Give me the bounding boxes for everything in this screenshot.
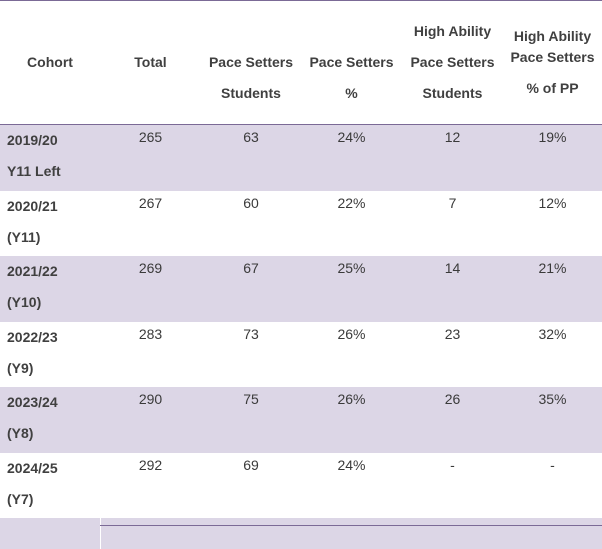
header-pace-setters-pct-line1: Pace Setters bbox=[309, 54, 394, 70]
header-high-ability-pp-line3: % of PP bbox=[526, 80, 579, 96]
cohort-year: 2024/25 bbox=[7, 459, 58, 476]
empty-cell bbox=[402, 518, 503, 549]
empty-cell bbox=[503, 518, 602, 549]
table-row: 2024/25 (Y7) 292 69 24% - - bbox=[0, 453, 602, 519]
pace-setters-pct-cell: 26% bbox=[337, 325, 366, 342]
header-high-ability-pp: High Ability Pace Setters % of PP bbox=[503, 1, 602, 125]
cohort-year: 2023/24 bbox=[7, 394, 58, 410]
cohort-cell: 2024/25 (Y7) bbox=[0, 453, 100, 519]
total-cell: 283 bbox=[138, 325, 163, 342]
pace-setters-pct-cell: 26% bbox=[301, 387, 402, 453]
pace-setters-students-cell: 69 bbox=[243, 456, 259, 473]
empty-cell bbox=[201, 518, 301, 549]
high-ability-students-cell: 7 bbox=[448, 194, 457, 211]
top-rule bbox=[0, 0, 602, 1]
cohort-group: Y11 Left bbox=[7, 163, 61, 179]
empty-cell bbox=[301, 518, 402, 549]
header-row: Cohort Total Pace Setters Students Pace … bbox=[0, 1, 602, 125]
cohort-cell: 2021/22 (Y10) bbox=[0, 256, 100, 322]
table-row: 2020/21 (Y11) 267 60 22% 7 12% bbox=[0, 191, 602, 257]
header-total-label: Total bbox=[134, 54, 167, 70]
pace-setters-students-cell: 60 bbox=[243, 194, 259, 211]
header-pace-setters-students-line1: Pace Setters bbox=[208, 54, 294, 70]
table-row: 2019/20 Y11 Left 265 63 24% 12 19% bbox=[0, 124, 602, 191]
cohort-year: 2021/22 bbox=[7, 263, 58, 279]
pace-setters-pct-cell: 24% bbox=[337, 456, 366, 473]
table-row: 2023/24 (Y8) 290 75 26% 26 35% bbox=[0, 387, 602, 453]
table-row: 2022/23 (Y9) 283 73 26% 23 32% bbox=[0, 322, 602, 388]
header-high-ability-students-line3: Students bbox=[422, 85, 483, 101]
pace-setters-pct-cell: 22% bbox=[337, 194, 366, 211]
pace-setters-students-cell: 75 bbox=[201, 387, 301, 453]
pace-setters-students-cell: 63 bbox=[201, 124, 301, 191]
cohort-year: 2019/20 bbox=[7, 132, 58, 148]
bottom-rule bbox=[100, 525, 602, 526]
header-cohort: Cohort bbox=[0, 1, 100, 125]
empty-cell bbox=[100, 518, 201, 549]
high-ability-pp-cell: 32% bbox=[538, 325, 567, 342]
total-cell: 292 bbox=[138, 456, 163, 473]
pace-setters-students-cell: 67 bbox=[201, 256, 301, 322]
header-total: Total bbox=[100, 1, 201, 125]
high-ability-students-cell: 23 bbox=[444, 325, 461, 342]
pace-setters-students-cell: 73 bbox=[243, 325, 259, 342]
cohort-group: (Y7) bbox=[7, 490, 34, 507]
high-ability-pp-cell: 12% bbox=[538, 194, 567, 211]
header-pace-setters-pct: Pace Setters % bbox=[301, 1, 402, 125]
pace-setters-pct-cell: 24% bbox=[301, 124, 402, 191]
high-ability-students-cell: 12 bbox=[402, 124, 503, 191]
high-ability-pp-cell: 19% bbox=[503, 124, 602, 191]
header-high-ability-students: High Ability Pace Setters Students bbox=[402, 1, 503, 125]
total-cell: 290 bbox=[100, 387, 201, 453]
high-ability-students-cell: - bbox=[450, 456, 455, 473]
cohort-group: (Y9) bbox=[7, 359, 34, 376]
high-ability-students-cell: 14 bbox=[402, 256, 503, 322]
header-high-ability-students-line1: High Ability bbox=[413, 23, 492, 39]
high-ability-pp-cell: 35% bbox=[503, 387, 602, 453]
cohort-group: (Y10) bbox=[7, 294, 42, 310]
cohort-group: (Y8) bbox=[7, 425, 34, 441]
header-cohort-label: Cohort bbox=[27, 54, 73, 70]
cohort-year: 2022/23 bbox=[7, 328, 58, 345]
pace-setters-pct-cell: 25% bbox=[301, 256, 402, 322]
header-pace-setters-students-line2: Students bbox=[221, 85, 281, 101]
header-high-ability-students-line2: Pace Setters bbox=[410, 54, 495, 70]
header-pace-setters-students: Pace Setters Students bbox=[201, 1, 301, 125]
high-ability-pp-cell: - bbox=[550, 456, 555, 473]
empty-row bbox=[0, 518, 602, 549]
total-cell: 265 bbox=[100, 124, 201, 191]
table-row: 2021/22 (Y10) 269 67 25% 14 21% bbox=[0, 256, 602, 322]
cohort-cell: 2022/23 (Y9) bbox=[0, 322, 100, 388]
cohort-cell: 2020/21 (Y11) bbox=[0, 191, 100, 257]
header-high-ability-pp-line1: High Ability bbox=[513, 28, 592, 44]
cohort-cell: 2019/20 Y11 Left bbox=[0, 124, 100, 191]
high-ability-students-cell: 26 bbox=[402, 387, 503, 453]
empty-cell bbox=[0, 518, 101, 549]
total-cell: 269 bbox=[100, 256, 201, 322]
header-pace-setters-pct-line2: % bbox=[345, 85, 358, 101]
cohort-group: (Y11) bbox=[7, 228, 41, 245]
high-ability-pp-cell: 21% bbox=[503, 256, 602, 322]
header-high-ability-pp-line2: Pace Setters bbox=[510, 49, 595, 65]
total-cell: 267 bbox=[138, 194, 163, 211]
cohort-cell: 2023/24 (Y8) bbox=[0, 387, 100, 453]
cohort-year: 2020/21 bbox=[7, 197, 58, 214]
